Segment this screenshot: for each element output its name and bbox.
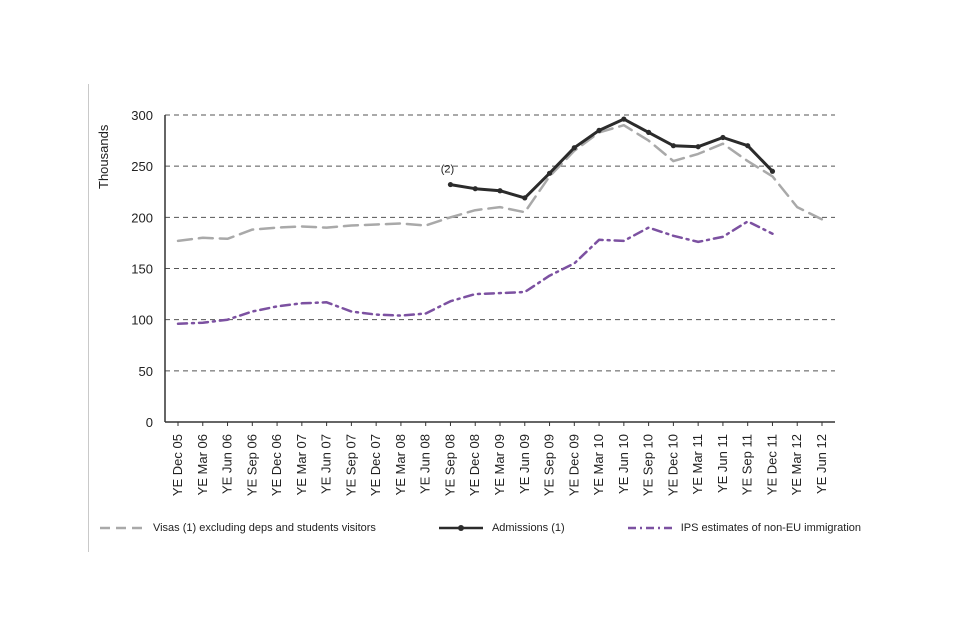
page-left-border bbox=[88, 84, 89, 552]
x-tick-label: YE Mar 06 bbox=[195, 434, 210, 495]
x-tick-label: YE Dec 05 bbox=[170, 434, 185, 496]
series-line bbox=[176, 123, 824, 243]
admissions-line-sample-icon bbox=[438, 525, 483, 531]
x-tick-label: YE Mar 09 bbox=[492, 434, 507, 495]
chart-annotation: (2) bbox=[441, 164, 454, 176]
legend-label-visas: Visas (1) excluding deps and students vi… bbox=[152, 522, 376, 534]
x-tick-label: YE Dec 07 bbox=[368, 434, 383, 496]
x-tick-label: YE Sep 10 bbox=[641, 434, 656, 496]
x-tick-label: YE Jun 06 bbox=[220, 434, 235, 494]
x-tick-label: YE Jun 12 bbox=[814, 434, 829, 494]
x-tick-label: YE Mar 11 bbox=[690, 434, 705, 494]
x-tick-label: YE Dec 10 bbox=[665, 434, 680, 496]
legend-label-admissions: Admissions (1) bbox=[491, 522, 565, 534]
x-tick-label: YE Dec 11 bbox=[764, 434, 779, 495]
x-tick-label: YE Sep 09 bbox=[542, 434, 557, 496]
y-tick-label: 200 bbox=[131, 210, 153, 225]
series-line bbox=[449, 117, 774, 200]
x-tick-label: YE Jun 07 bbox=[319, 434, 334, 494]
legend-item-ips: IPS estimates of non-EU immigration bbox=[627, 522, 861, 534]
y-tick-label: 250 bbox=[131, 159, 153, 174]
chart-legend: Visas (1) excluding deps and students vi… bbox=[0, 522, 960, 534]
x-tick-label: YE Mar 12 bbox=[789, 434, 804, 495]
x-tick-label: YE Dec 06 bbox=[269, 434, 284, 496]
x-tick-label: YE Jun 08 bbox=[418, 434, 433, 494]
y-tick-label: 0 bbox=[146, 415, 153, 430]
y-tick-label: 50 bbox=[139, 364, 153, 379]
x-tick-label: YE Sep 07 bbox=[343, 434, 358, 496]
legend-label-ips: IPS estimates of non-EU immigration bbox=[680, 522, 862, 534]
visas-line-sample-icon bbox=[99, 526, 144, 530]
legend-item-admissions: Admissions (1) bbox=[438, 522, 565, 534]
x-tick-label: YE Jun 09 bbox=[517, 434, 532, 494]
x-tick-label: YE Sep 06 bbox=[244, 434, 259, 496]
x-tick-label: YE Mar 07 bbox=[294, 434, 309, 495]
x-tick-label: YE Jun 11 bbox=[715, 434, 730, 493]
x-tick-label: YE Dec 09 bbox=[566, 434, 581, 496]
x-tick-label: YE Sep 11 bbox=[740, 434, 755, 495]
x-tick-label: YE Mar 10 bbox=[591, 434, 606, 495]
x-tick-label: YE Jun 10 bbox=[616, 434, 631, 494]
ips-line-sample-icon bbox=[627, 526, 672, 530]
x-tick-label: YE Dec 08 bbox=[467, 434, 482, 496]
x-tick-label: YE Mar 08 bbox=[393, 434, 408, 495]
y-tick-label: 100 bbox=[131, 313, 153, 328]
series-line bbox=[176, 220, 774, 326]
y-tick-label: 300 bbox=[131, 108, 153, 123]
y-tick-label: 150 bbox=[131, 262, 153, 277]
x-tick-label: YE Sep 08 bbox=[442, 434, 457, 496]
legend-item-visas: Visas (1) excluding deps and students vi… bbox=[99, 522, 376, 534]
